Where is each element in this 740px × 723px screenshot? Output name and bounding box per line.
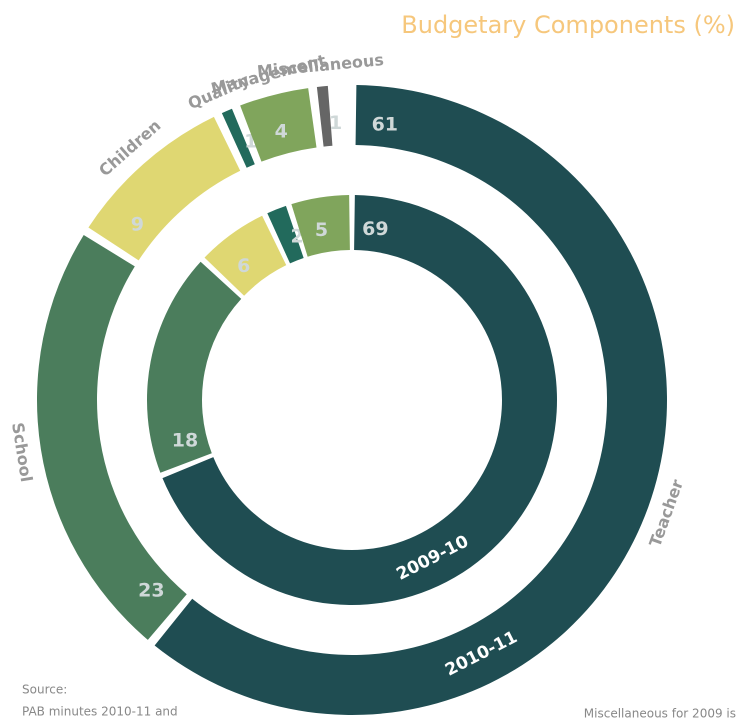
segment (291, 195, 350, 257)
value-label: 69 (362, 218, 388, 240)
source-label: Source: (22, 683, 67, 697)
value-label: 23 (138, 580, 164, 602)
chart-title: Budgetary Components (%) (401, 11, 735, 39)
segment (267, 205, 304, 264)
value-label: 18 (172, 430, 198, 452)
value-label: 61 (372, 113, 398, 135)
segment (88, 116, 241, 261)
note: Miscellaneous for 2009 is (584, 707, 736, 721)
category-label: School (8, 421, 36, 483)
value-label: 1 (329, 112, 342, 134)
segment (147, 261, 242, 473)
segment (316, 85, 333, 147)
value-label: 6 (237, 255, 250, 277)
segment (221, 108, 255, 168)
segment (240, 88, 317, 162)
segment (154, 85, 667, 716)
value-label: 5 (315, 219, 328, 241)
segment (204, 215, 287, 296)
source-text: PAB minutes 2010-11 and (22, 705, 178, 719)
value-label: 4 (275, 121, 288, 143)
value-label: 9 (131, 213, 144, 235)
segment (36, 234, 187, 640)
